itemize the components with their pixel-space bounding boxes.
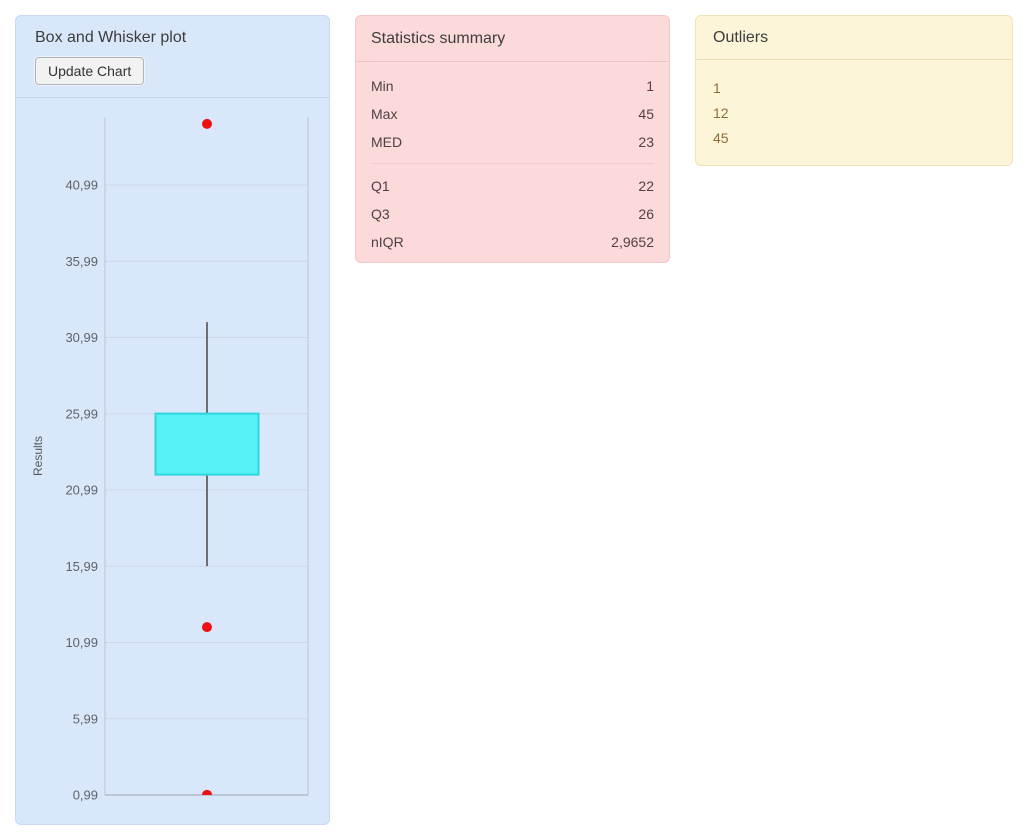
stat-row-q1: Q1 22 (356, 172, 669, 200)
y-tick-label: 15,99 (65, 559, 98, 574)
stat-value: 23 (638, 134, 654, 150)
update-chart-button[interactable]: Update Chart (35, 57, 145, 85)
boxplot-chart: 0,99 5,99 10,99 15,99 20,99 25,99 30,99 35,99 40… (31, 117, 309, 803)
stat-label: Q1 (371, 178, 390, 194)
y-tick-label: 25,99 (65, 406, 98, 421)
outlier-point (202, 789, 212, 795)
stat-row-niqr: nIQR 2,9652 (356, 228, 669, 256)
stat-label: nIQR (371, 234, 404, 250)
stat-row-q3: Q3 26 (356, 200, 669, 228)
boxplot-panel-header: Box and Whisker plot Update Chart (16, 16, 329, 97)
panel-divider (696, 59, 1012, 60)
stats-panel: Statistics summary Min 1 Max 45 MED 23 Q… (355, 15, 670, 263)
stat-label: Max (371, 106, 398, 122)
stat-label: Min (371, 78, 394, 94)
boxplot-panel: Box and Whisker plot Update Chart 0,99 5,… (15, 15, 330, 825)
outlier-value: 12 (713, 105, 729, 121)
outliers-panel: Outliers 1 12 45 (695, 15, 1013, 166)
stat-label: Q3 (371, 206, 390, 222)
stat-row-min: Min 1 (356, 72, 669, 100)
stat-value: 26 (638, 206, 654, 222)
y-tick-label: 30,99 (65, 330, 98, 345)
panel-divider (16, 97, 329, 98)
plot-items (154, 118, 260, 795)
y-tick-label: 20,99 (65, 483, 98, 498)
stats-panel-title: Statistics summary (371, 30, 506, 47)
panel-divider (356, 61, 669, 62)
stat-row-max: Max 45 (356, 100, 669, 128)
stat-value: 2,9652 (611, 234, 654, 250)
y-tick-label: 0,99 (73, 788, 98, 803)
stat-value: 22 (638, 178, 654, 194)
boxplot-panel-title: Box and Whisker plot (35, 29, 187, 46)
stats-list: Min 1 Max 45 MED 23 Q1 22 Q3 26 nIQR (356, 62, 669, 262)
y-tick-label: 35,99 (65, 254, 98, 269)
stat-value: 1 (646, 78, 654, 94)
outlier-point (202, 118, 212, 129)
stat-value: 45 (638, 106, 654, 122)
outlier-value: 45 (713, 130, 729, 146)
stats-inner-divider (371, 163, 654, 164)
box-rect (154, 412, 260, 476)
stats-panel-header: Statistics summary (356, 16, 669, 61)
stat-row-med: MED 23 (356, 128, 669, 156)
outlier-point (202, 622, 212, 633)
outliers-panel-header: Outliers (696, 16, 1012, 59)
y-tick-label: 5,99 (73, 711, 98, 726)
y-axis-label: Results (31, 436, 45, 476)
stat-label: MED (371, 134, 403, 150)
y-tick-label: 10,99 (65, 635, 98, 650)
outliers-list: 1 12 45 (696, 60, 1012, 161)
outliers-panel-title: Outliers (713, 29, 769, 46)
outlier-value: 1 (713, 80, 721, 96)
y-tick-label: 40,99 (65, 178, 98, 193)
